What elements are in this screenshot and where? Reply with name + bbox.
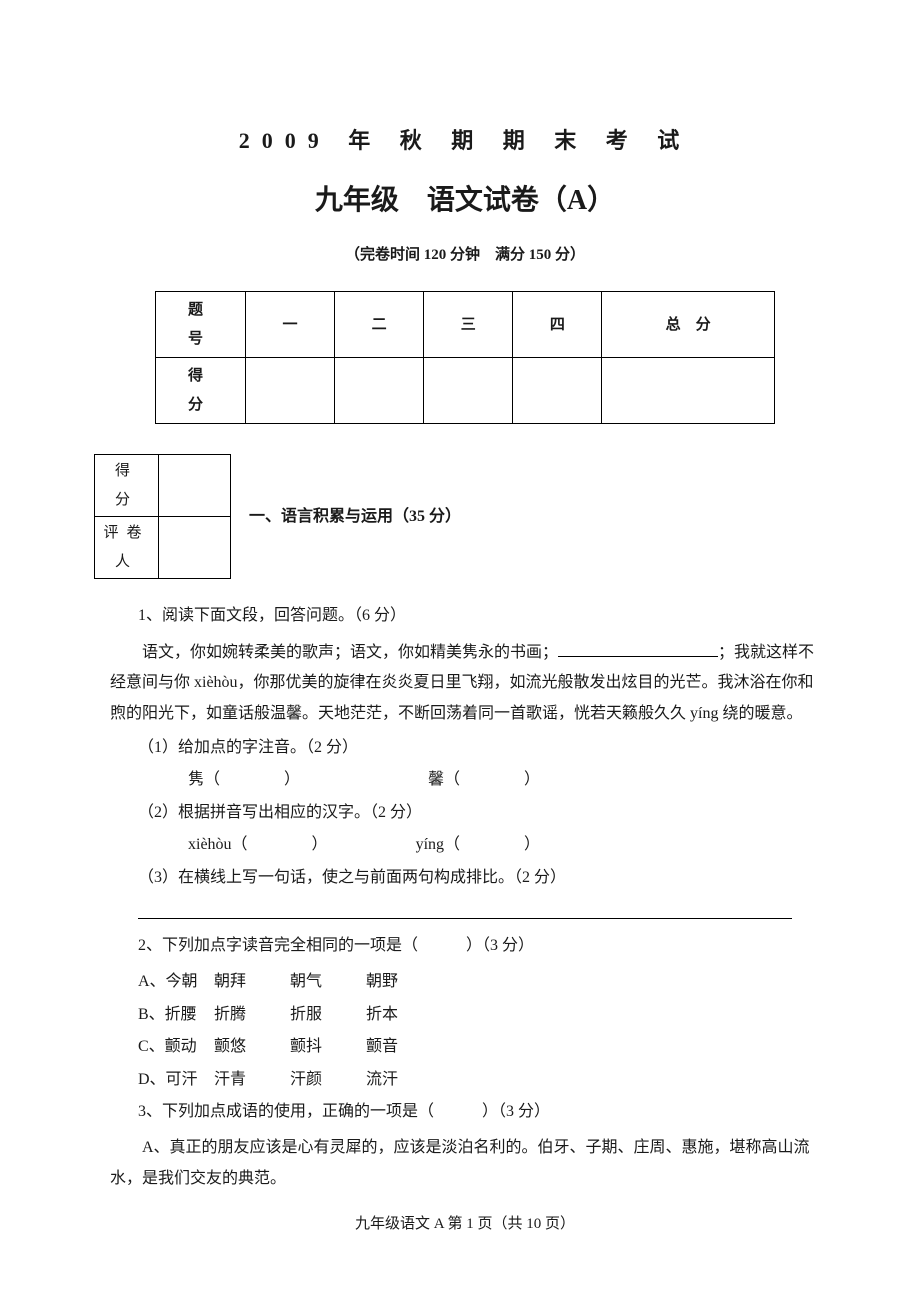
opt-word: 折本 (366, 1000, 438, 1030)
q2-option-a: A、今朝 朝拜 朝气 朝野 (138, 967, 820, 997)
grader-name-cell (159, 517, 231, 579)
opt-word: 流汗 (366, 1065, 438, 1095)
score-header-cell: 二 (335, 292, 424, 358)
score-empty-cell (335, 358, 424, 424)
opt-word: D、可汗 (138, 1065, 210, 1095)
score-header-cell: 三 (424, 292, 513, 358)
q1-passage: 语文，你如婉转柔美的歌声；语文，你如精美隽永的书画；；我就这样不经意间与你 xi… (110, 638, 820, 729)
opt-word: C、颤动 (138, 1032, 210, 1062)
q1-s2a: xièhòu（ ） (188, 836, 328, 853)
score-table: 题 号 一 二 三 四 总 分 得 分 (155, 291, 775, 424)
page-footer: 九年级语文 A 第 1 页（共 10 页） (110, 1210, 820, 1239)
q2-option-b: B、折腰 折腾 折服 折本 (138, 1000, 820, 1030)
opt-word: 汗青 (214, 1065, 286, 1095)
q1-s2b: yíng（ ） (416, 836, 540, 853)
q2-option-c: C、颤动 颤悠 颤抖 颤音 (138, 1032, 820, 1062)
opt-word: 朝野 (366, 967, 438, 997)
exam-title-line1: 2009 年 秋 期 期 末 考 试 (110, 120, 820, 162)
opt-word: 折服 (290, 1000, 362, 1030)
grader-score-cell (159, 455, 231, 517)
opt-word: 汗颜 (290, 1065, 362, 1095)
q2-stem: 2、下列加点字读音完全相同的一项是（ ）（3 分） (138, 931, 820, 961)
score-header-cell: 一 (246, 292, 335, 358)
q1-sub2-items: xièhòu（ ） yíng（ ） (188, 830, 820, 860)
table-row: 得 分 (95, 455, 231, 517)
table-row: 评卷人 (95, 517, 231, 579)
score-header-cell: 题 号 (156, 292, 246, 358)
q1-s1a: 隽（ ） (188, 771, 300, 788)
opt-word: 朝气 (290, 967, 362, 997)
section-header-row: 得 分 评卷人 一、语言积累与运用（35 分） (94, 454, 820, 579)
exam-subtitle: （完卷时间 120 分钟 满分 150 分） (110, 241, 820, 270)
opt-word: 折腾 (214, 1000, 286, 1030)
opt-word: B、折腰 (138, 1000, 210, 1030)
grader-table: 得 分 评卷人 (94, 454, 231, 579)
q1-sub1-items: 隽（ ） 馨（ ） (188, 765, 820, 795)
opt-word: 颤音 (366, 1032, 438, 1062)
score-empty-cell (424, 358, 513, 424)
section-1-title: 一、语言积累与运用（35 分） (249, 502, 461, 532)
grader-name-label: 评卷人 (95, 517, 159, 579)
q3-option-a: A、真正的朋友应该是心有灵犀的，应该是淡泊名利的。伯牙、子期、庄周、惠施，堪称高… (110, 1133, 820, 1194)
score-header-cell: 总 分 (602, 292, 775, 358)
opt-word: 朝拜 (214, 967, 286, 997)
q3-stem: 3、下列加点成语的使用，正确的一项是（ ）（3 分） (138, 1097, 820, 1127)
score-empty-cell (246, 358, 335, 424)
answer-line[interactable] (138, 901, 792, 919)
q1-s1b: 馨（ ） (428, 771, 540, 788)
table-row: 题 号 一 二 三 四 总 分 (156, 292, 775, 358)
fill-blank[interactable] (558, 656, 718, 657)
score-header-cell: 四 (513, 292, 602, 358)
opt-word: A、今朝 (138, 967, 210, 997)
q1-stem: 1、阅读下面文段，回答问题。（6 分） (138, 601, 820, 631)
score-empty-cell (602, 358, 775, 424)
score-label-cell: 得 分 (156, 358, 246, 424)
q1-passage-a: 语文，你如婉转柔美的歌声；语文，你如精美隽永的书画； (142, 644, 558, 661)
grader-score-label: 得 分 (95, 455, 159, 517)
q1-sub3: （3）在横线上写一句话，使之与前面两句构成排比。（2 分） (138, 863, 820, 893)
opt-word: 颤悠 (214, 1032, 286, 1062)
exam-title-line2: 九年级 语文试卷（A） (110, 174, 820, 227)
opt-word: 颤抖 (290, 1032, 362, 1062)
q2-option-d: D、可汗 汗青 汗颜 流汗 (138, 1065, 820, 1095)
score-empty-cell (513, 358, 602, 424)
table-row: 得 分 (156, 358, 775, 424)
q1-sub2: （2）根据拼音写出相应的汉字。（2 分） (138, 798, 820, 828)
q1-sub1: （1）给加点的字注音。（2 分） (138, 733, 820, 763)
